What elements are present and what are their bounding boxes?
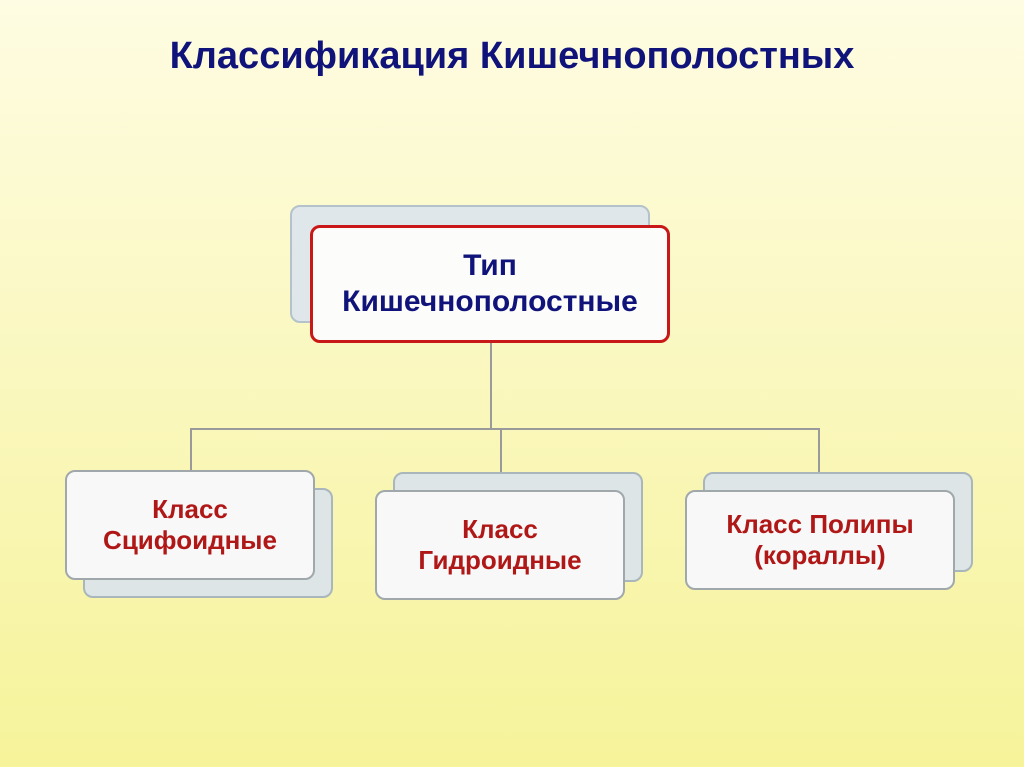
child-node-3-label: Класс Полипы(кораллы) (726, 509, 913, 571)
child-node-2: КлассГидроидные (375, 490, 625, 600)
connector-trunk (490, 343, 492, 428)
child-node-2-label: КлассГидроидные (418, 514, 581, 576)
root-node: ТипКишечнополостные (310, 225, 670, 343)
slide-canvas: Классификация Кишечнополостных ТипКишечн… (0, 0, 1024, 767)
child-node-1: КлассСцифоидные (65, 470, 315, 580)
child-node-3: Класс Полипы(кораллы) (685, 490, 955, 590)
root-node-label: ТипКишечнополостные (342, 248, 638, 320)
connector-hbar (190, 428, 820, 430)
slide-title: Классификация Кишечнополостных (0, 35, 1024, 78)
child-node-1-label: КлассСцифоидные (103, 494, 277, 556)
connector-drop-1 (190, 428, 192, 470)
